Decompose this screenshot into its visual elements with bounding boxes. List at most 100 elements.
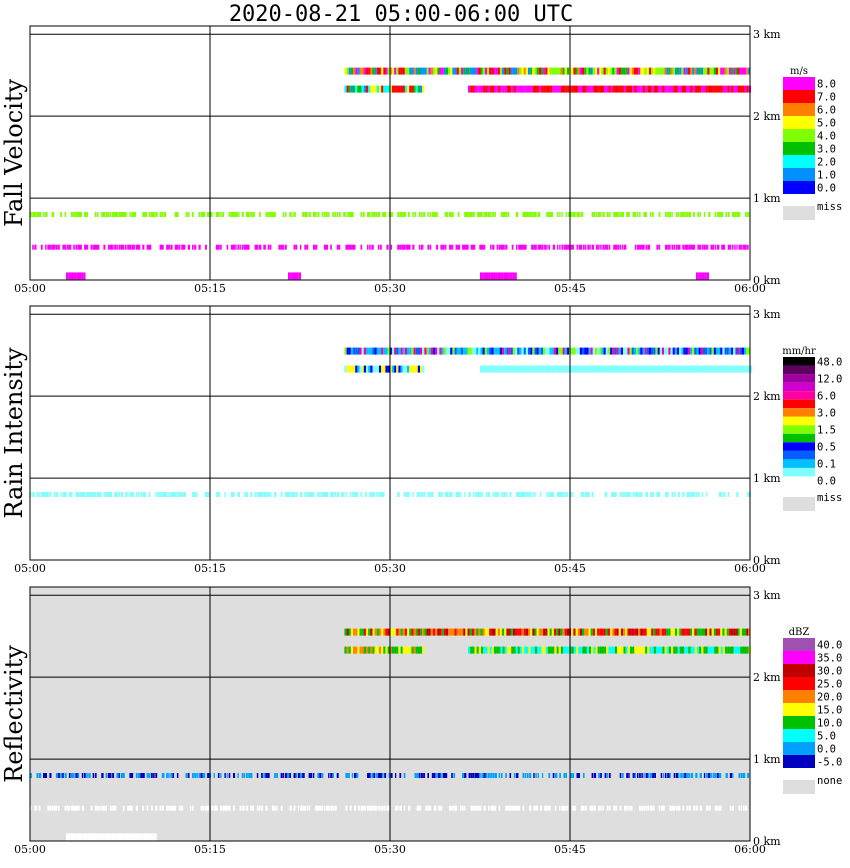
band-cell [68, 272, 71, 280]
band-cell [734, 244, 736, 250]
band-cell [489, 646, 492, 654]
band-cell [742, 244, 746, 250]
band-cell [168, 244, 170, 250]
band-cell [619, 244, 622, 250]
band-cell [373, 212, 376, 217]
band-cell [699, 85, 702, 93]
band-cell [662, 646, 665, 654]
band-cell [421, 212, 423, 217]
band-cell [118, 244, 121, 250]
band-cell [699, 212, 701, 217]
band-cell [166, 773, 168, 778]
band-cell [619, 805, 622, 811]
band-cell [688, 646, 691, 654]
band-cell [470, 646, 473, 654]
band-cell [351, 773, 354, 778]
band-cell [580, 212, 584, 217]
band-cell [682, 492, 685, 497]
band-cell [176, 212, 179, 217]
band-cell [593, 646, 596, 654]
band-cell [472, 244, 476, 250]
band-cell [276, 805, 278, 811]
band-cell [400, 85, 403, 93]
band-cell [706, 365, 709, 373]
band-cell [239, 805, 242, 811]
band-cell [420, 85, 423, 93]
band-cell [620, 628, 624, 636]
band-cell [524, 492, 527, 497]
band-cell [109, 773, 112, 778]
band-cell [384, 805, 386, 811]
band-cell [697, 244, 700, 250]
band-cell [606, 85, 609, 93]
band-cell [64, 212, 67, 217]
band-cell [524, 85, 527, 93]
band-cell [351, 492, 354, 497]
band-cell [55, 773, 58, 778]
band-cell [604, 646, 607, 654]
band-cell [590, 67, 593, 75]
band-cell [619, 646, 622, 654]
band-cell [75, 773, 78, 778]
band-cell [413, 85, 416, 93]
y-tick-label: 3 km [753, 28, 781, 41]
band-cell [480, 67, 483, 75]
band-cell [631, 347, 634, 355]
band-cell [688, 773, 691, 778]
band-cell [198, 244, 201, 250]
band-cell [508, 628, 511, 636]
band-cell [721, 365, 725, 373]
band-cell [118, 492, 121, 497]
band-cell [740, 646, 743, 654]
band-cell [474, 67, 477, 75]
band-cell [648, 365, 651, 373]
band-cell [90, 805, 93, 811]
band-cell [637, 773, 639, 778]
band-cell [462, 244, 465, 250]
band-cell [706, 244, 709, 250]
band-cell [478, 67, 481, 75]
band-cell [522, 805, 525, 811]
band-cell [564, 365, 567, 373]
band-cell [495, 272, 498, 280]
band-cell [482, 347, 485, 355]
band-cell [328, 212, 330, 217]
band-cell [613, 212, 616, 217]
band-cell [413, 347, 416, 355]
band-cell [532, 347, 535, 355]
band-cell [742, 805, 745, 811]
band-cell [503, 365, 506, 373]
band-cell [548, 212, 551, 217]
band-cell [427, 492, 430, 497]
band-cell [336, 492, 340, 497]
band-cell [738, 773, 741, 778]
band-cell [553, 628, 557, 636]
band-cell [675, 212, 678, 217]
band-cell [710, 773, 712, 778]
band-cell [129, 212, 131, 217]
band-cell [687, 347, 690, 355]
band-cell [464, 492, 466, 497]
band-cell [291, 492, 294, 497]
band-cell [721, 492, 723, 497]
band-cell [79, 244, 82, 250]
band-cell [289, 805, 292, 811]
band-cell [724, 67, 727, 75]
band-cell [748, 347, 751, 355]
band-cell [405, 244, 409, 250]
band-cell [666, 347, 669, 355]
band-cell [632, 646, 635, 654]
band-cell [728, 347, 732, 355]
band-cell [615, 244, 618, 250]
band-cell [202, 212, 206, 217]
band-cell [606, 773, 609, 778]
band-cell [511, 646, 514, 654]
band-cell [580, 805, 584, 811]
band-cell [493, 85, 497, 93]
band-cell [409, 85, 412, 93]
band-cell [523, 67, 526, 75]
band-cell [159, 212, 162, 217]
band-cell [86, 773, 88, 778]
band-cell [578, 646, 581, 654]
band-cell [499, 272, 502, 280]
